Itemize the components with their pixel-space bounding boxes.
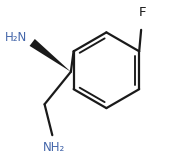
Polygon shape (30, 39, 71, 72)
Text: F: F (139, 6, 147, 19)
Text: H₂N: H₂N (5, 31, 28, 44)
Text: NH₂: NH₂ (43, 141, 65, 154)
